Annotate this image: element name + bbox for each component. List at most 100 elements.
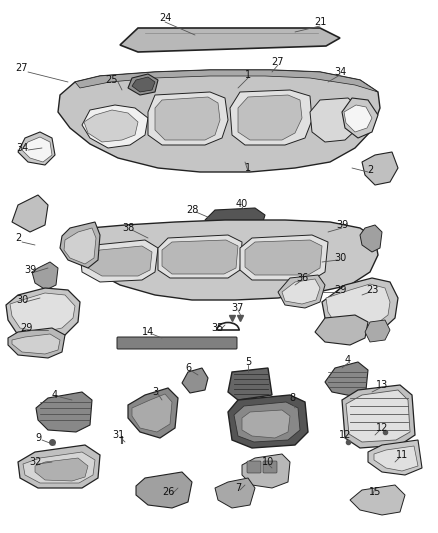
Text: 39: 39 bbox=[336, 220, 348, 230]
Polygon shape bbox=[132, 77, 155, 92]
Polygon shape bbox=[12, 334, 60, 354]
Text: 25: 25 bbox=[106, 75, 118, 85]
Polygon shape bbox=[278, 275, 325, 308]
Text: 23: 23 bbox=[366, 285, 378, 295]
Text: 11: 11 bbox=[396, 450, 408, 460]
Text: 30: 30 bbox=[16, 295, 28, 305]
Polygon shape bbox=[82, 105, 148, 148]
Polygon shape bbox=[35, 458, 88, 481]
Text: 1: 1 bbox=[245, 163, 251, 173]
Polygon shape bbox=[23, 452, 95, 483]
Polygon shape bbox=[362, 152, 398, 185]
Polygon shape bbox=[322, 278, 398, 335]
Text: 3: 3 bbox=[152, 387, 158, 397]
Text: 36: 36 bbox=[296, 273, 308, 283]
Text: 4: 4 bbox=[52, 390, 58, 400]
Polygon shape bbox=[234, 402, 300, 442]
Polygon shape bbox=[342, 385, 415, 448]
Polygon shape bbox=[120, 28, 340, 52]
Polygon shape bbox=[346, 390, 410, 442]
Polygon shape bbox=[136, 472, 192, 508]
Text: 30: 30 bbox=[334, 253, 346, 263]
Text: 9: 9 bbox=[35, 433, 41, 443]
Polygon shape bbox=[64, 228, 96, 264]
Polygon shape bbox=[155, 97, 220, 140]
Text: 32: 32 bbox=[29, 457, 41, 467]
Text: 4: 4 bbox=[345, 355, 351, 365]
Polygon shape bbox=[8, 328, 65, 358]
Polygon shape bbox=[85, 246, 152, 276]
Text: 35: 35 bbox=[212, 323, 224, 333]
Polygon shape bbox=[368, 440, 422, 475]
Text: 31: 31 bbox=[112, 430, 124, 440]
Polygon shape bbox=[18, 445, 100, 488]
Text: 26: 26 bbox=[162, 487, 174, 497]
Text: 39: 39 bbox=[24, 265, 36, 275]
Text: 14: 14 bbox=[142, 327, 154, 337]
Polygon shape bbox=[245, 240, 322, 275]
Polygon shape bbox=[12, 195, 48, 232]
FancyBboxPatch shape bbox=[117, 337, 237, 349]
Polygon shape bbox=[215, 478, 255, 508]
Polygon shape bbox=[374, 446, 418, 471]
Polygon shape bbox=[242, 410, 290, 438]
Polygon shape bbox=[36, 392, 92, 432]
Polygon shape bbox=[18, 132, 55, 165]
Polygon shape bbox=[365, 320, 390, 342]
Polygon shape bbox=[75, 70, 378, 92]
FancyBboxPatch shape bbox=[263, 461, 277, 473]
Polygon shape bbox=[325, 362, 368, 396]
Text: 21: 21 bbox=[314, 17, 326, 27]
Polygon shape bbox=[32, 262, 58, 290]
Polygon shape bbox=[310, 98, 360, 142]
Polygon shape bbox=[158, 235, 242, 278]
Text: 5: 5 bbox=[245, 357, 251, 367]
Polygon shape bbox=[315, 315, 368, 345]
Polygon shape bbox=[58, 70, 380, 172]
Polygon shape bbox=[360, 225, 382, 252]
Text: 2: 2 bbox=[367, 165, 373, 175]
Polygon shape bbox=[282, 279, 320, 304]
Text: 27: 27 bbox=[16, 63, 28, 73]
Polygon shape bbox=[205, 208, 265, 227]
Polygon shape bbox=[230, 90, 312, 145]
Polygon shape bbox=[84, 110, 138, 142]
Polygon shape bbox=[350, 485, 405, 515]
Text: 34: 34 bbox=[334, 67, 346, 77]
Polygon shape bbox=[342, 98, 378, 138]
Text: 28: 28 bbox=[186, 205, 198, 215]
Text: 10: 10 bbox=[262, 457, 274, 467]
Polygon shape bbox=[240, 235, 328, 280]
Polygon shape bbox=[68, 220, 378, 300]
Text: 1: 1 bbox=[245, 70, 251, 80]
Text: 37: 37 bbox=[232, 303, 244, 313]
Polygon shape bbox=[228, 395, 308, 448]
Text: 7: 7 bbox=[235, 483, 241, 493]
Polygon shape bbox=[228, 368, 272, 400]
Polygon shape bbox=[128, 74, 158, 95]
Text: 2: 2 bbox=[15, 233, 21, 243]
Polygon shape bbox=[162, 240, 238, 274]
Text: 13: 13 bbox=[376, 380, 388, 390]
Polygon shape bbox=[22, 137, 52, 162]
Polygon shape bbox=[132, 394, 172, 432]
Text: 15: 15 bbox=[369, 487, 381, 497]
Polygon shape bbox=[128, 388, 178, 438]
Text: 12: 12 bbox=[376, 423, 388, 433]
Text: 8: 8 bbox=[289, 393, 295, 403]
Polygon shape bbox=[238, 95, 302, 140]
Polygon shape bbox=[148, 92, 228, 145]
Polygon shape bbox=[6, 288, 80, 340]
Polygon shape bbox=[182, 368, 208, 393]
Text: 34: 34 bbox=[16, 143, 28, 153]
Polygon shape bbox=[60, 222, 100, 268]
Text: 27: 27 bbox=[272, 57, 284, 67]
FancyBboxPatch shape bbox=[247, 461, 261, 473]
Text: 29: 29 bbox=[20, 323, 32, 333]
Text: 38: 38 bbox=[122, 223, 134, 233]
Text: 29: 29 bbox=[334, 285, 346, 295]
Polygon shape bbox=[242, 454, 290, 488]
Polygon shape bbox=[10, 293, 75, 332]
Text: 12: 12 bbox=[339, 430, 351, 440]
Text: 40: 40 bbox=[236, 199, 248, 209]
